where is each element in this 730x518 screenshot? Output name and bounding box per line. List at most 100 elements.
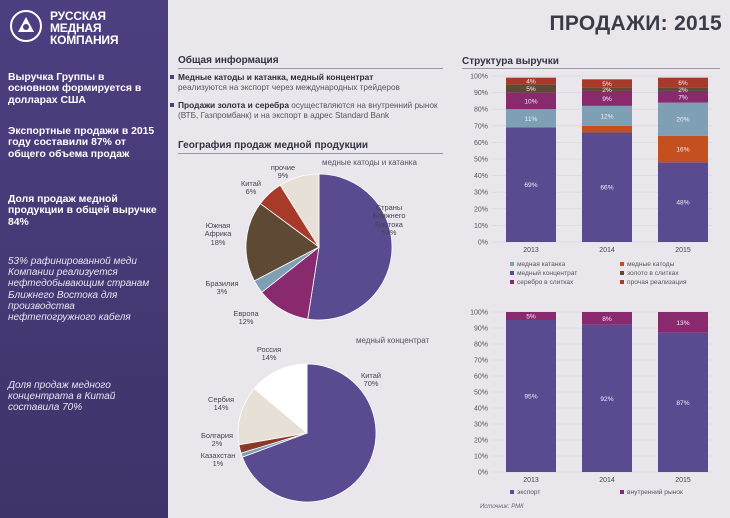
revenue-bar-2-4 (658, 87, 708, 91)
revenue-legend-label-3: золото в слитках (627, 270, 679, 277)
pie-concentrate-label-china: Китай 70% (361, 371, 381, 389)
revenue-structure-bar-chart: 0% 10% 20% 30% 40% 50% 60% 70% 80% 90% 100% 69% 11% 1… (470, 74, 712, 286)
revenue-bar-2-3 (658, 90, 708, 103)
export-ytick-6: 60% (474, 374, 488, 381)
revenue-bar-0-2 (506, 109, 556, 128)
revenue-xtick-0: 2013 (523, 247, 539, 254)
sidebar-text-china: Доля продаж медного концентрата в Китай … (8, 380, 116, 414)
revenue-bar-1-4 (582, 87, 632, 91)
export-xtick-1: 2014 (599, 477, 615, 484)
export-data-label-1-0: 92% (600, 396, 613, 403)
export-data-label-2-1: 13% (676, 320, 689, 327)
revenue-data-label-1-4: 2% (602, 87, 612, 94)
revenue-bar-1-1 (582, 125, 632, 133)
company-logo: РУССКАЯ МЕДНАЯ КОМПАНИЯ (8, 6, 168, 50)
revenue-legend-label-5: прочая реализация (627, 279, 687, 286)
revenue-data-label-2-1: 16% (676, 147, 689, 154)
pie-concentrate-label-kazakhstan: Казахстан 1% (200, 451, 236, 469)
bullet-marker-icon (170, 75, 174, 79)
export-ytick-0: 0% (478, 470, 488, 477)
revenue-data-label-1-0: 66% (600, 185, 613, 192)
pie-chart-cathodes (245, 173, 393, 321)
revenue-bar-2-1 (658, 135, 708, 163)
pie-cathodes-slice-0 (307, 173, 393, 321)
export-data-label-2-0: 87% (676, 400, 689, 407)
revenue-bar-0-3 (506, 92, 556, 110)
revenue-structure-title: Структура выручки (462, 56, 559, 67)
export-legend-label-0: экспорт (517, 489, 540, 496)
pie-concentrate-caption: медный концентрат (356, 336, 430, 345)
bullet-marker-icon (170, 103, 174, 107)
revenue-ytick-8: 80% (474, 107, 488, 114)
revenue-ytick-1: 10% (474, 223, 488, 230)
revenue-bar-2-0 (658, 162, 708, 242)
pie-concentrate-slice-0 (241, 363, 377, 503)
revenue-legend-swatch-2 (510, 271, 514, 275)
export-bar-1-0 (582, 324, 632, 472)
export-bar-1-1 (582, 312, 632, 325)
logo-text-2: МЕДНАЯ (50, 21, 102, 35)
logo-text-3: КОМПАНИЯ (50, 33, 119, 47)
pie-concentrate-label-bulgaria: Болгария 2% (201, 431, 233, 449)
export-bar-2-0 (658, 332, 708, 472)
revenue-legend-swatch-4 (510, 280, 514, 284)
source-note: Источник: РМК (480, 504, 524, 510)
page-title: ПРОДАЖИ: 2015 (549, 12, 722, 35)
export-ytick-1: 10% (474, 454, 488, 461)
pie-cathodes-slice-5 (279, 173, 320, 249)
revenue-ytick-7: 70% (474, 123, 488, 130)
revenue-bar-0-0 (506, 127, 556, 242)
export-ytick-4: 40% (474, 406, 488, 413)
export-legend-swatch-0 (510, 490, 514, 494)
pie-concentrate-slice-4 (253, 363, 308, 434)
bullet-copper-export-text: реализуются на экспорт через международн… (178, 82, 400, 92)
general-info-title: Общая информация (178, 55, 279, 66)
logo-text-1: РУССКАЯ (50, 9, 106, 23)
revenue-legend-swatch-0 (510, 262, 514, 266)
revenue-ytick-2: 20% (474, 206, 488, 213)
pie-cathodes-label-europe: Европа 12% (233, 309, 259, 327)
revenue-legend-label-1: медные катоды (627, 261, 675, 268)
pie-concentrate-slice-3 (237, 387, 308, 446)
revenue-data-label-0-0: 69% (524, 182, 537, 189)
export-ytick-2: 20% (474, 438, 488, 445)
bullet-gold-silver-text: осуществляются на внутренний рынок (ВТБ,… (178, 101, 438, 120)
revenue-bar-1-3 (582, 90, 632, 106)
revenue-legend-swatch-5 (620, 280, 624, 284)
revenue-data-label-0-3: 10% (524, 98, 537, 105)
pie-cathodes-label-other: прочие 9% (270, 163, 296, 181)
export-ytick-7: 70% (474, 358, 488, 365)
export-xtick-2: 2015 (675, 477, 691, 484)
revenue-bar-2-2 (658, 102, 708, 136)
revenue-data-label-1-5: 5% (602, 81, 612, 88)
revenue-ytick-6: 60% (474, 140, 488, 147)
revenue-data-label-1-3: 9% (602, 96, 612, 103)
revenue-ytick-10: 100% (470, 74, 488, 81)
export-ytick-9: 90% (474, 326, 488, 333)
export-bar-0-1 (506, 312, 556, 320)
revenue-data-label-2-5: 6% (678, 80, 688, 87)
revenue-data-label-0-5: 4% (526, 78, 536, 85)
pie-chart-concentrate (237, 363, 377, 503)
pie-cathodes-label-south-africa: Южная Африка 18% (204, 221, 232, 247)
revenue-data-label-2-4: 2% (678, 87, 688, 94)
revenue-legend-label-2: медный концентрат (517, 269, 577, 277)
revenue-data-label-0-4: 5% (526, 86, 536, 93)
export-data-label-0-0: 95% (524, 394, 537, 401)
pie-concentrate-label-russia: Россия 14% (256, 345, 282, 363)
revenue-bar-1-0 (582, 132, 632, 242)
revenue-data-label-1-2: 12% (600, 113, 613, 120)
sidebar-text-copper-share: Доля продаж медной продукции в общей выр… (8, 194, 157, 228)
revenue-bar-0-5 (506, 77, 556, 85)
revenue-ytick-0: 0% (478, 240, 488, 247)
revenue-xtick-1: 2014 (599, 247, 615, 254)
revenue-bar-0-4 (506, 84, 556, 93)
export-legend-label-1: внутренний рынок (627, 488, 683, 496)
export-legend-swatch-1 (620, 490, 624, 494)
revenue-ytick-9: 90% (474, 90, 488, 97)
export-data-label-0-1: 5% (526, 314, 536, 321)
export-ytick-8: 80% (474, 342, 488, 349)
revenue-ytick-5: 50% (474, 157, 488, 164)
revenue-legend-swatch-3 (620, 271, 624, 275)
pie-cathodes-label-middle-east: Страны Ближнего Востока 53% (372, 203, 406, 238)
